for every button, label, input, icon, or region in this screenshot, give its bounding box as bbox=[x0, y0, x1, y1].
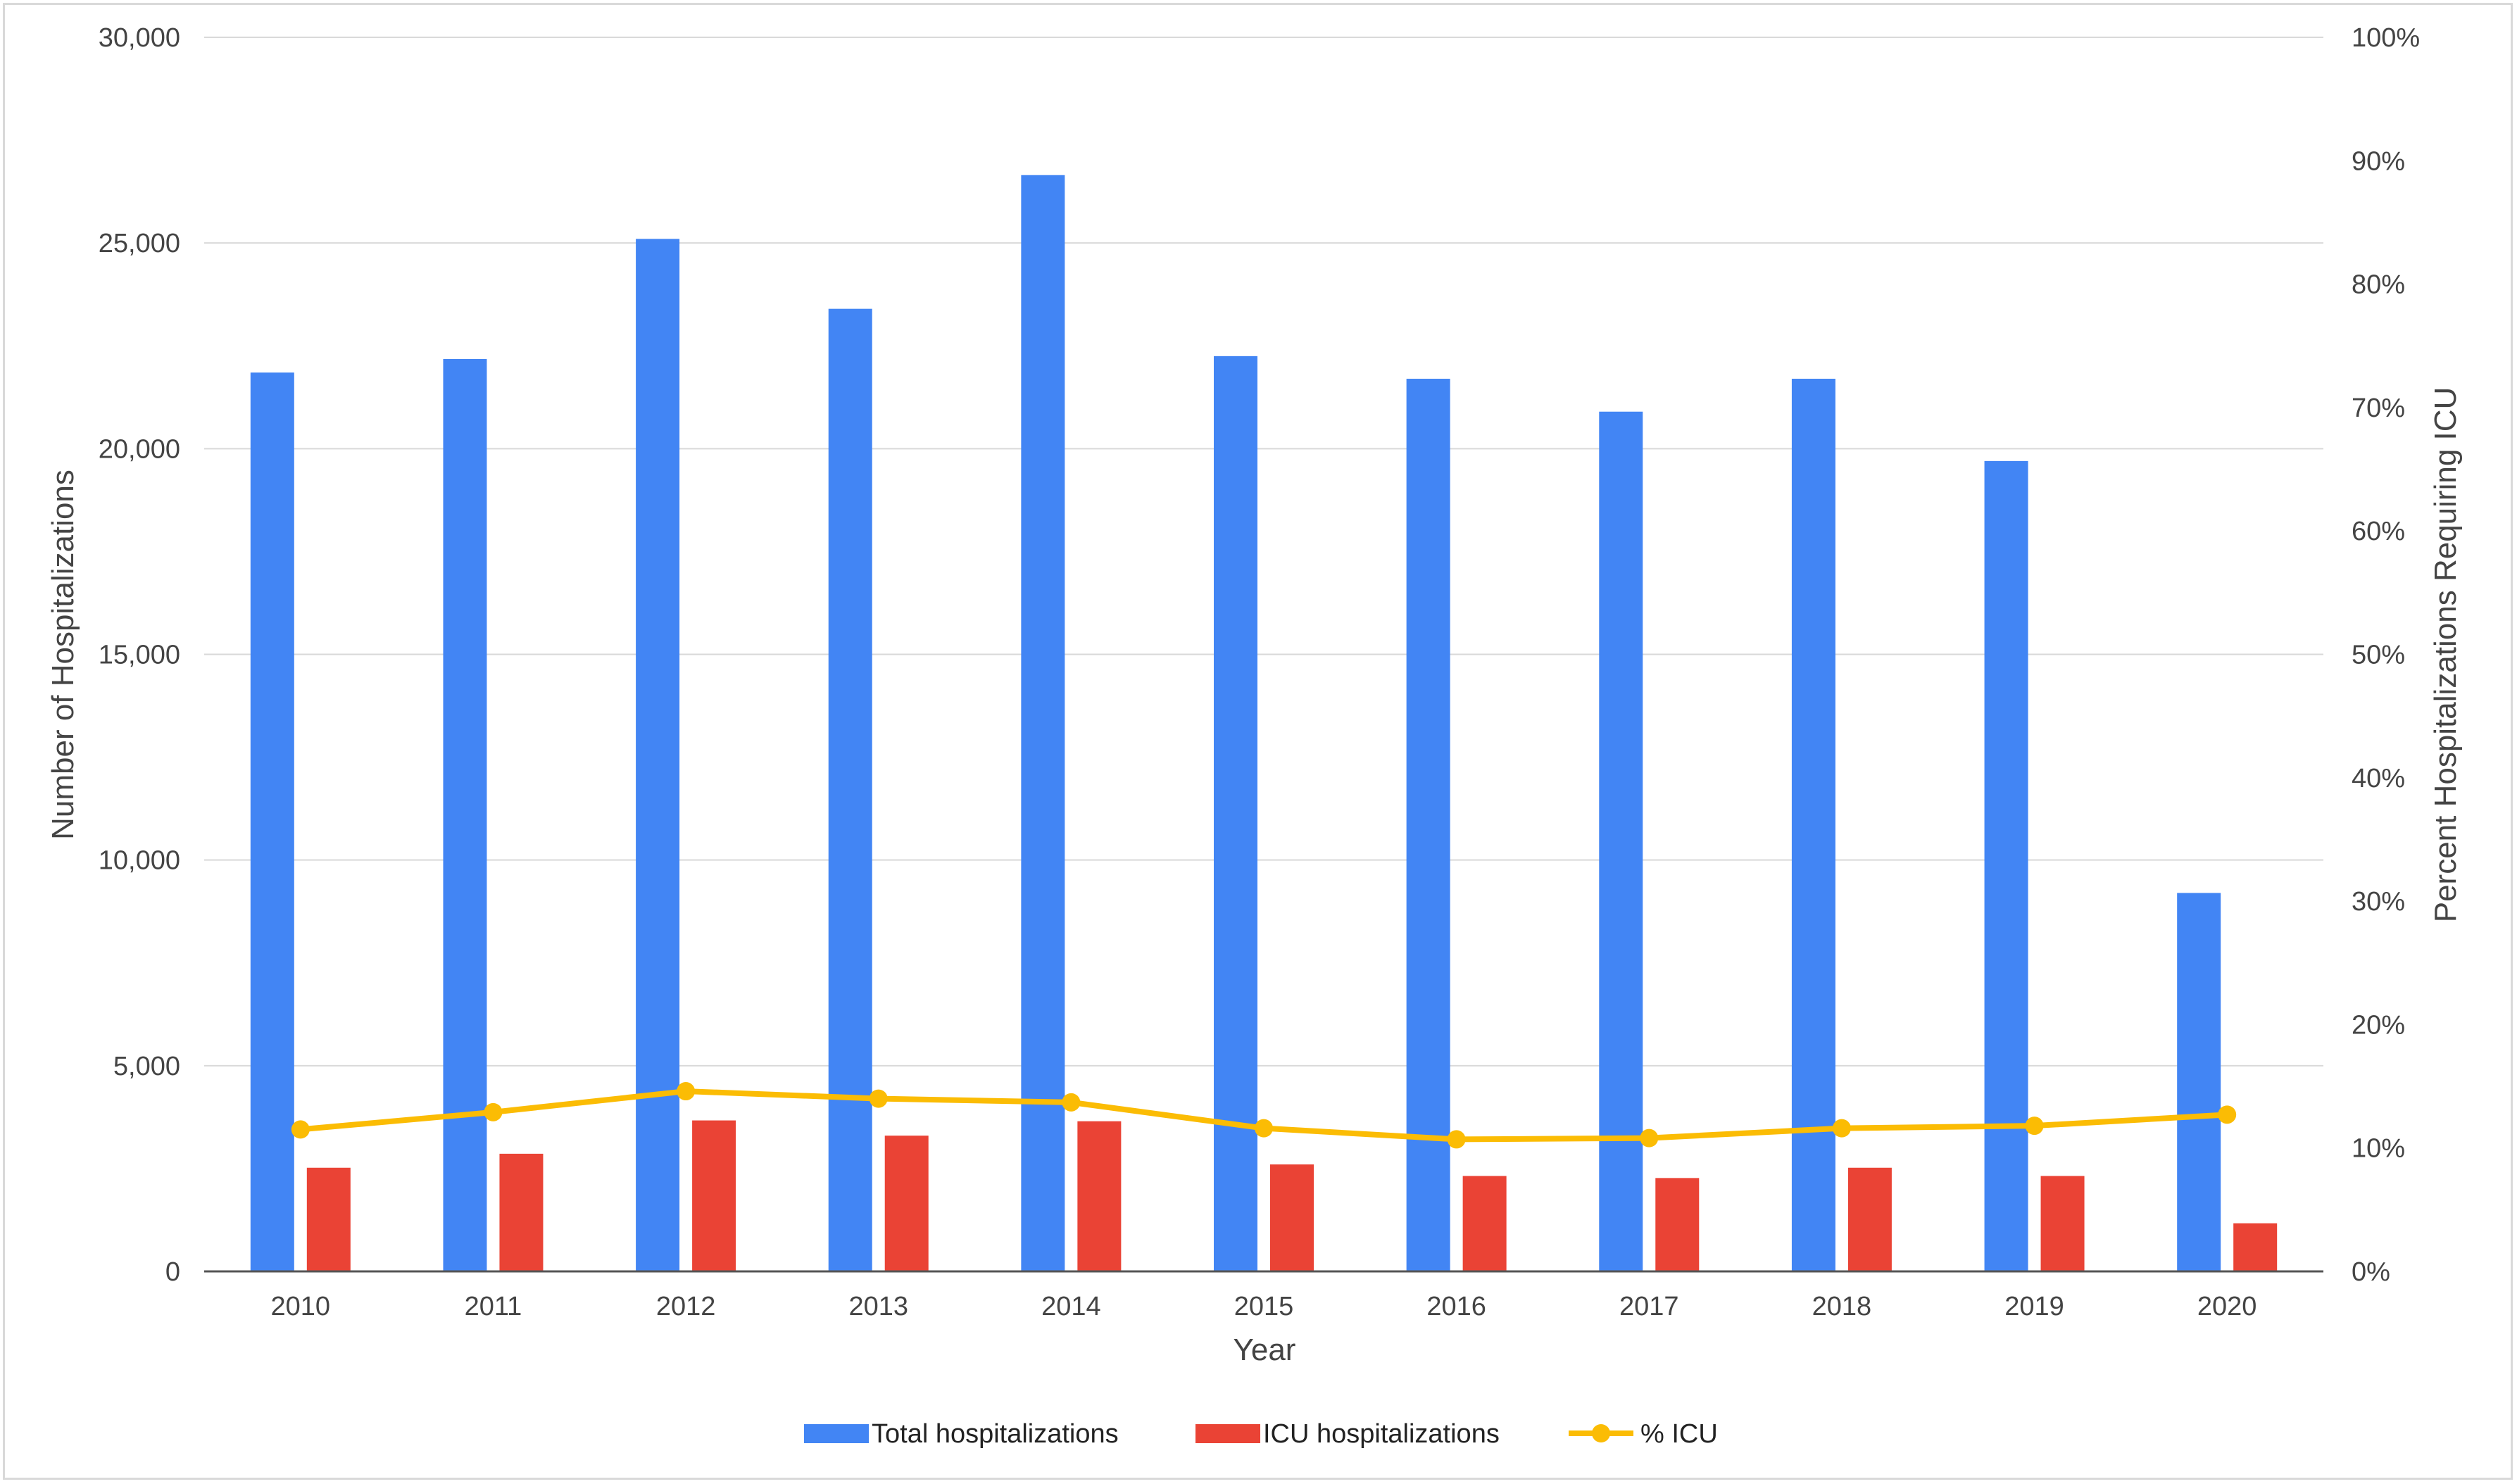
x-tick-label: 2010 bbox=[271, 1292, 331, 1321]
y-tick-label: 30,000 bbox=[99, 23, 180, 53]
y2-tick-label: 60% bbox=[2352, 517, 2405, 546]
legend-swatch bbox=[804, 1424, 869, 1443]
icu-hospitalizations-bar bbox=[499, 1153, 544, 1271]
x-tick-label: 2018 bbox=[1812, 1292, 1872, 1321]
legend-icu-hospitalizations: ICU hospitalizations bbox=[1195, 1419, 1500, 1449]
y-tick-label: 0 bbox=[165, 1257, 180, 1287]
x-tick-label: 2019 bbox=[2004, 1292, 2064, 1321]
y2-tick-label: 20% bbox=[2352, 1010, 2405, 1040]
legend-percent-icu: % ICU bbox=[1569, 1419, 1718, 1449]
y2-tick-label: 80% bbox=[2352, 270, 2405, 300]
total-hospitalizations-bar bbox=[2177, 893, 2221, 1271]
legend-label: % ICU bbox=[1640, 1419, 1718, 1449]
total-hospitalizations-bar bbox=[1406, 378, 1450, 1272]
icu-hospitalizations-bar bbox=[306, 1167, 351, 1271]
y2-tick-label: 10% bbox=[2352, 1134, 2405, 1164]
x-tick-label: 2020 bbox=[2197, 1292, 2257, 1321]
legend-swatch bbox=[1195, 1424, 1260, 1443]
percent-icu-point bbox=[1447, 1130, 1466, 1149]
x-tick-label: 2013 bbox=[848, 1292, 908, 1321]
percent-icu-point bbox=[869, 1089, 888, 1108]
y-tick-label: 20,000 bbox=[99, 434, 180, 464]
percent-icu-point bbox=[484, 1102, 503, 1121]
legend-label: Total hospitalizations bbox=[872, 1419, 1119, 1449]
y2-tick-label: 50% bbox=[2352, 641, 2405, 670]
x-tick-label: 2015 bbox=[1234, 1292, 1294, 1321]
x-tick-label: 2014 bbox=[1041, 1292, 1101, 1321]
y2-tick-label: 70% bbox=[2352, 394, 2405, 423]
percent-icu-point bbox=[1062, 1093, 1081, 1112]
total-hospitalizations-bar bbox=[636, 239, 680, 1271]
legend-swatch-marker bbox=[1592, 1424, 1610, 1442]
icu-hospitalizations-bar bbox=[1270, 1164, 1314, 1271]
y-tick-label: 25,000 bbox=[99, 229, 180, 258]
percent-icu-point bbox=[2025, 1117, 2044, 1136]
percent-icu-point bbox=[1255, 1119, 1273, 1138]
legend: Total hospitalizations ICU hospitalizatio… bbox=[804, 1419, 1718, 1449]
chart-frame bbox=[3, 3, 2513, 1480]
x-tick-label: 2012 bbox=[656, 1292, 716, 1321]
legend-label: ICU hospitalizations bbox=[1263, 1419, 1500, 1449]
bars bbox=[250, 175, 2278, 1272]
gridlines bbox=[204, 37, 2323, 1067]
y2-axis-title: Percent Hospitalizations Requiring ICU bbox=[2428, 387, 2463, 923]
total-hospitalizations-bar bbox=[1791, 378, 1835, 1272]
percent-icu-point bbox=[2218, 1105, 2237, 1124]
icu-hospitalizations-bar bbox=[884, 1136, 929, 1271]
total-hospitalizations-bar bbox=[828, 308, 872, 1271]
icu-hospitalizations-bar bbox=[1847, 1167, 1892, 1271]
icu-hospitalizations-bar bbox=[1655, 1178, 1700, 1271]
total-hospitalizations-bar bbox=[1214, 356, 1257, 1271]
y2-tick-label: 90% bbox=[2352, 146, 2405, 176]
x-tick-label: 2011 bbox=[465, 1292, 522, 1321]
axes: 0 5,000 10,000 15,000 20,000 25,000 30,000 0% 10… bbox=[99, 23, 2420, 1321]
x-tick-label: 2016 bbox=[1426, 1292, 1486, 1321]
y-tick-label: 15,000 bbox=[99, 641, 180, 670]
y-tick-label: 10,000 bbox=[99, 846, 180, 876]
percent-icu-point bbox=[1832, 1119, 1851, 1138]
percent-line bbox=[291, 1082, 2237, 1149]
icu-hospitalizations-bar bbox=[1077, 1121, 1122, 1271]
total-hospitalizations-bar bbox=[1021, 175, 1065, 1271]
total-hospitalizations-bar bbox=[1599, 411, 1643, 1271]
percent-icu-point bbox=[1640, 1128, 1659, 1147]
x-tick-label: 2017 bbox=[1619, 1292, 1679, 1321]
y2-tick-label: 100% bbox=[2352, 23, 2420, 53]
y-tick-label: 5,000 bbox=[113, 1052, 180, 1081]
x-axis-title: Year bbox=[1234, 1333, 1296, 1367]
y2-tick-label: 40% bbox=[2352, 764, 2405, 793]
total-hospitalizations-bar bbox=[1984, 460, 2028, 1272]
y-axis-title: Number of Hospitalizations bbox=[46, 470, 80, 840]
total-hospitalizations-bar bbox=[250, 372, 294, 1271]
percent-icu-point bbox=[677, 1082, 696, 1101]
icu-hospitalizations-bar bbox=[2233, 1223, 2278, 1271]
icu-hospitalizations-bar bbox=[1462, 1176, 1507, 1271]
icu-hospitalizations-bar bbox=[2040, 1176, 2085, 1271]
y2-tick-label: 0% bbox=[2352, 1257, 2390, 1287]
total-hospitalizations-bar bbox=[443, 358, 487, 1271]
icu-hospitalizations-bar bbox=[692, 1120, 736, 1271]
legend-total-hospitalizations: Total hospitalizations bbox=[804, 1419, 1119, 1449]
y2-tick-label: 30% bbox=[2352, 887, 2405, 917]
percent-icu-point bbox=[291, 1120, 310, 1139]
